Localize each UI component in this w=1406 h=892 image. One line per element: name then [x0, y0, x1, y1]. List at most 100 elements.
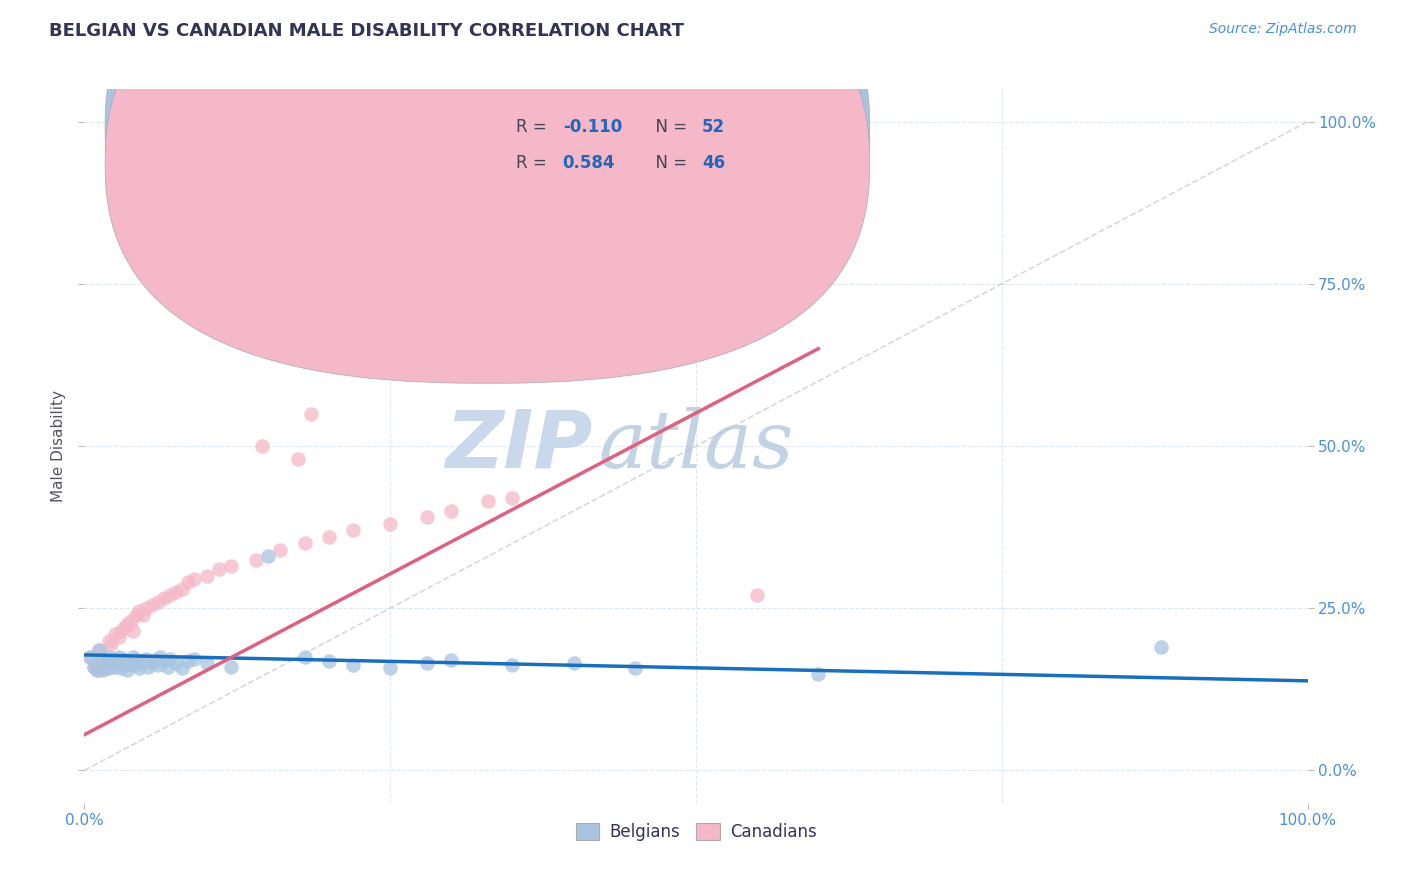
Point — [624, 661, 647, 675]
Point — [122, 649, 145, 664]
Point — [104, 652, 127, 666]
Point — [83, 659, 105, 673]
Point — [83, 659, 105, 673]
Text: Source: ZipAtlas.com: Source: ZipAtlas.com — [1209, 22, 1357, 37]
Point — [342, 658, 364, 673]
Point — [141, 657, 163, 671]
Text: 0.584: 0.584 — [562, 154, 616, 172]
Point — [97, 649, 120, 664]
Text: 52: 52 — [702, 119, 725, 136]
Text: atlas: atlas — [598, 408, 793, 484]
Point — [294, 649, 316, 664]
Point — [807, 667, 830, 681]
Point — [165, 585, 187, 599]
Point — [380, 516, 402, 531]
Point — [125, 607, 148, 622]
Point — [135, 601, 157, 615]
Point — [299, 407, 322, 421]
Point — [172, 582, 194, 596]
Point — [172, 661, 194, 675]
FancyBboxPatch shape — [105, 0, 870, 384]
Point — [86, 663, 108, 677]
Point — [440, 504, 463, 518]
Point — [86, 663, 108, 677]
Point — [115, 663, 138, 677]
Point — [208, 562, 231, 576]
Point — [110, 657, 132, 671]
Point — [112, 652, 135, 666]
Point — [132, 654, 155, 668]
FancyBboxPatch shape — [446, 103, 837, 189]
Point — [562, 657, 585, 671]
Point — [245, 552, 267, 566]
Point — [477, 494, 499, 508]
Point — [87, 643, 110, 657]
Point — [219, 659, 242, 673]
Point — [502, 491, 524, 505]
Text: -0.110: -0.110 — [562, 119, 621, 136]
Point — [128, 661, 150, 675]
Point — [159, 652, 181, 666]
Point — [177, 654, 200, 668]
Point — [97, 633, 120, 648]
Text: BELGIAN VS CANADIAN MALE DISABILITY CORRELATION CHART: BELGIAN VS CANADIAN MALE DISABILITY CORR… — [49, 22, 685, 40]
Point — [318, 654, 340, 668]
Point — [122, 624, 145, 638]
Text: N =: N = — [644, 119, 692, 136]
Point — [195, 657, 218, 671]
Point — [219, 559, 242, 574]
Point — [149, 649, 172, 664]
Point — [464, 144, 486, 158]
Point — [440, 653, 463, 667]
Point — [502, 658, 524, 673]
Point — [100, 637, 122, 651]
Point — [107, 649, 129, 664]
Point — [146, 595, 169, 609]
Point — [110, 661, 132, 675]
Point — [91, 653, 114, 667]
Text: N =: N = — [644, 154, 692, 172]
Point — [156, 659, 179, 673]
Point — [79, 649, 101, 664]
Legend: Belgians, Canadians: Belgians, Canadians — [569, 816, 823, 848]
Point — [380, 661, 402, 675]
Point — [122, 658, 145, 673]
Point — [104, 627, 127, 641]
Text: R =: R = — [516, 154, 553, 172]
Point — [318, 530, 340, 544]
Point — [115, 654, 138, 668]
Point — [153, 654, 176, 668]
Point — [128, 657, 150, 671]
Point — [79, 649, 101, 664]
Point — [91, 663, 114, 677]
Point — [100, 654, 122, 668]
Point — [294, 536, 316, 550]
Point — [96, 657, 118, 671]
Point — [747, 588, 769, 602]
Point — [165, 657, 187, 671]
Point — [110, 624, 132, 638]
Point — [1150, 640, 1173, 654]
FancyBboxPatch shape — [105, 0, 870, 348]
Point — [250, 439, 273, 453]
Point — [342, 524, 364, 538]
Point — [159, 588, 181, 602]
Text: ZIP: ZIP — [444, 407, 592, 485]
Text: R =: R = — [516, 119, 553, 136]
Point — [128, 604, 150, 618]
Y-axis label: Male Disability: Male Disability — [51, 390, 66, 502]
Point — [132, 607, 155, 622]
Point — [135, 652, 157, 666]
Point — [91, 653, 114, 667]
Text: 46: 46 — [702, 154, 725, 172]
Point — [96, 661, 118, 675]
Point — [125, 653, 148, 667]
Point — [177, 575, 200, 590]
Point — [120, 657, 142, 671]
Point — [257, 549, 280, 564]
Point — [104, 659, 127, 673]
Point — [183, 572, 205, 586]
Point — [136, 659, 159, 673]
Point — [269, 542, 291, 557]
Point — [146, 658, 169, 673]
